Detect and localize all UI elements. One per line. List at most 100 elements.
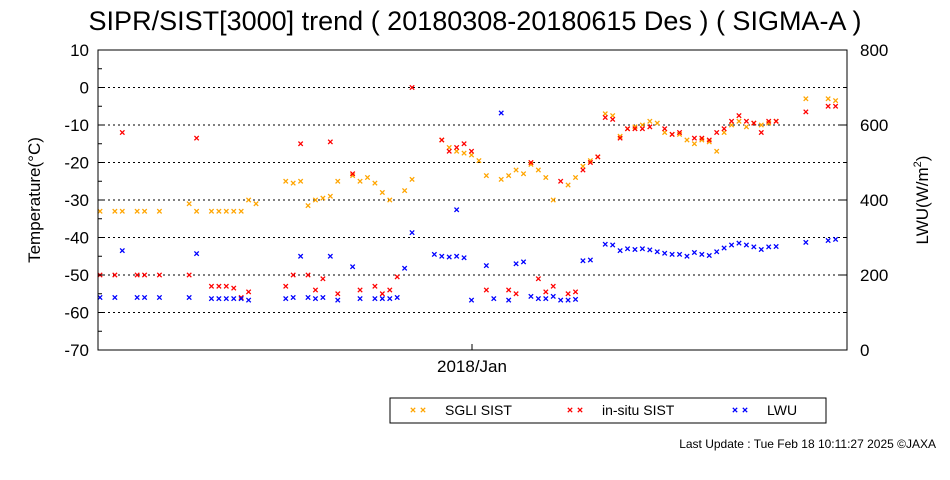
data-point-marker (156, 294, 163, 301)
data-point-marker (156, 208, 163, 214)
data-point-marker (691, 249, 698, 256)
data-point-marker (453, 144, 460, 151)
data-point-marker (483, 262, 490, 269)
data-point-marker (624, 246, 631, 252)
data-point-marker (327, 193, 333, 199)
data-point-marker (439, 137, 445, 143)
data-point-marker (297, 178, 304, 184)
data-point-marker (699, 137, 705, 143)
legend-marker (420, 407, 426, 413)
y-tick-label: -50 (64, 266, 89, 285)
data-point-marker (610, 242, 616, 248)
data-point-marker (676, 129, 683, 136)
data-point-marker (119, 129, 125, 136)
data-point-marker (186, 272, 192, 278)
data-point-marker (572, 289, 579, 295)
data-point-marker (483, 172, 490, 179)
data-point-marker (327, 253, 333, 259)
y-tick-label: -60 (64, 304, 89, 323)
data-point-marker (825, 103, 831, 109)
y2-tick-label: 0 (860, 341, 869, 360)
legend: SGLI SIST in-situ SIST LWU (389, 397, 827, 424)
data-point-marker (743, 242, 750, 248)
data-point-marker (699, 251, 705, 258)
data-point-marker (283, 283, 289, 289)
y-tick-label: 0 (80, 79, 89, 98)
data-point-marker (721, 126, 727, 132)
data-point-marker (743, 124, 750, 130)
data-point-marker (832, 103, 839, 109)
data-point-marker (647, 247, 653, 253)
data-point-marker (491, 295, 497, 302)
data-point-marker (669, 251, 675, 258)
data-point-marker (476, 157, 482, 164)
data-point-marker (684, 137, 690, 143)
data-point-marker (134, 208, 140, 214)
data-point-marker (238, 208, 244, 214)
data-point-marker (446, 254, 452, 260)
data-point-marker (528, 293, 534, 300)
data-point-marker (409, 84, 415, 91)
data-point-marker (647, 118, 653, 124)
data-point-marker (758, 246, 764, 253)
data-point-marker (803, 96, 809, 102)
data-point-marker (238, 294, 244, 301)
data-point-marker (327, 139, 333, 145)
data-point-marker (766, 244, 772, 250)
data-point-marker (387, 197, 393, 203)
data-point-marker (505, 172, 512, 179)
data-point-marker (535, 295, 542, 302)
data-point-marker (112, 272, 118, 278)
data-point-marker (372, 283, 378, 289)
data-point-marker (662, 250, 668, 256)
data-point-marker (528, 161, 534, 168)
data-point-marker (461, 255, 467, 261)
data-point-marker (498, 110, 504, 116)
y-tick-label: -70 (64, 341, 89, 360)
last-update-footer: Last Update : Tue Feb 18 10:11:27 2025 ©… (679, 437, 936, 451)
data-point-marker (349, 171, 356, 177)
data-point-marker (97, 294, 103, 301)
y-axis-right-label: LWU(W/m2) (912, 156, 932, 245)
data-point-marker (714, 129, 720, 136)
data-point-marker (550, 293, 556, 300)
data-point-marker (610, 116, 616, 123)
data-point-marker (528, 159, 534, 166)
data-point-marker (245, 297, 252, 303)
data-point-marker (141, 294, 148, 301)
data-point-marker (223, 283, 229, 289)
data-point-marker (186, 201, 192, 207)
data-point-marker (624, 126, 631, 132)
data-point-marker (290, 180, 296, 186)
data-point-marker (751, 244, 757, 250)
data-point-marker (535, 167, 542, 173)
data-point-marker (119, 208, 125, 214)
data-point-marker (513, 167, 519, 173)
data-point-marker (312, 295, 319, 302)
data-point-marker (320, 294, 326, 301)
data-point-marker (587, 159, 594, 166)
data-point-marker (580, 258, 586, 264)
data-point-marker (691, 141, 698, 147)
data-point-marker (253, 201, 259, 207)
legend-marker (732, 407, 738, 413)
data-point-marker (580, 167, 586, 173)
data-point-marker (223, 295, 229, 302)
data-point-marker (736, 240, 742, 246)
data-point-marker (736, 112, 742, 119)
data-point-marker (706, 252, 712, 259)
data-point-marker (676, 131, 683, 138)
legend-label: LWU (767, 402, 797, 418)
data-point-marker (654, 120, 660, 126)
data-point-marker (409, 229, 415, 236)
data-point-marker (335, 178, 341, 184)
data-point-marker (134, 294, 140, 301)
data-point-marker (134, 272, 140, 278)
data-point-marker (335, 297, 341, 303)
data-point-marker (572, 296, 579, 303)
data-point-marker (208, 208, 215, 214)
data-point-marker (550, 283, 556, 289)
data-point-marker (320, 276, 326, 282)
data-point-marker (349, 172, 356, 179)
data-point-marker (379, 189, 385, 196)
